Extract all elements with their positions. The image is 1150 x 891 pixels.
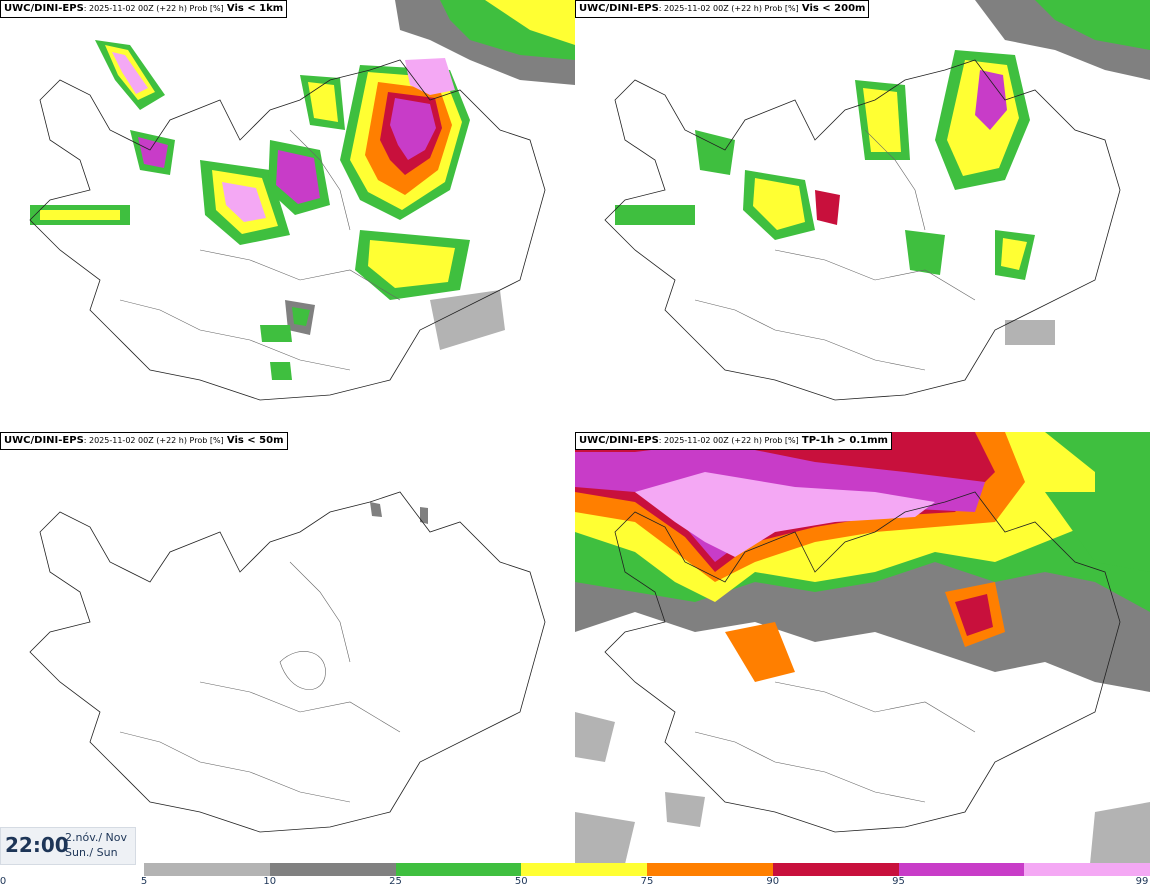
legend-tick: 99 (1135, 876, 1149, 887)
run-info: : 2025-11-02 00Z (+22 h) Prob [%] (83, 436, 224, 445)
legend-tick: 25 (389, 876, 402, 887)
map-vis-200m (604, 0, 1150, 401)
legend-swatch (898, 863, 1025, 876)
map-vis-50m (29, 491, 546, 833)
legend-tick: 10 (263, 876, 277, 887)
variable-name: Vis < 200m (801, 3, 866, 14)
legend-swatch (144, 863, 270, 876)
legend-swatch (395, 863, 522, 876)
legend-swatch (1024, 863, 1150, 876)
map-panel-vis-200m: UWC/DINI-EPS: 2025-11-02 00Z (+22 h) Pro… (575, 0, 1150, 432)
variable-name: Vis < 50m (226, 435, 284, 446)
panel-title: UWC/DINI-EPS: 2025-11-02 00Z (+22 h) Pro… (0, 432, 288, 450)
map-panel-vis-50m: UWC/DINI-EPS: 2025-11-02 00Z (+22 h) Pro… (0, 432, 575, 864)
model-name: UWC/DINI-EPS (4, 435, 84, 446)
panel-title: UWC/DINI-EPS: 2025-11-02 00Z (+22 h) Pro… (575, 0, 870, 18)
valid-time: 22:00 (5, 833, 69, 857)
color-legend (144, 863, 1150, 876)
run-info: : 2025-11-02 00Z (+22 h) Prob [%] (658, 4, 799, 13)
model-name: UWC/DINI-EPS (579, 435, 659, 446)
run-info: : 2025-11-02 00Z (+22 h) Prob [%] (83, 4, 224, 13)
valid-weekday: Sun./ Sun (65, 846, 118, 859)
valid-time-box: 22:00 2.nóv./ Nov Sun./ Sun (0, 827, 136, 865)
model-name: UWC/DINI-EPS (579, 3, 659, 14)
map-panel-vis-1km: UWC/DINI-EPS: 2025-11-02 00Z (+22 h) Pro… (0, 0, 575, 432)
legend-swatch (647, 863, 773, 876)
legend-swatch (269, 863, 396, 876)
legend-tick: 90 (766, 876, 780, 887)
valid-date: 2.nóv./ Nov (65, 831, 128, 844)
legend-tick: 95 (892, 876, 905, 887)
legend-tick: 50 (514, 876, 528, 887)
panel-title: UWC/DINI-EPS: 2025-11-02 00Z (+22 h) Pro… (575, 432, 892, 450)
map-panel-precip: UWC/DINI-EPS: 2025-11-02 00Z (+22 h) Pro… (575, 432, 1150, 864)
legend-swatch (521, 863, 647, 876)
variable-name: Vis < 1km (226, 3, 284, 14)
legend-tick: 75 (640, 876, 654, 887)
model-name: UWC/DINI-EPS (4, 3, 84, 14)
legend-tick: 0 (0, 876, 7, 887)
legend-swatch (772, 863, 899, 876)
map-precip (575, 432, 1150, 864)
map-vis-1km (29, 0, 575, 401)
variable-name: TP-1h > 0.1mm (801, 435, 888, 446)
legend-ticks: 0 5 10 25 50 75 90 95 99 (0, 876, 1150, 891)
panel-title: UWC/DINI-EPS: 2025-11-02 00Z (+22 h) Pro… (0, 0, 288, 18)
legend-tick: 5 (140, 876, 148, 887)
run-info: : 2025-11-02 00Z (+22 h) Prob [%] (658, 436, 799, 445)
